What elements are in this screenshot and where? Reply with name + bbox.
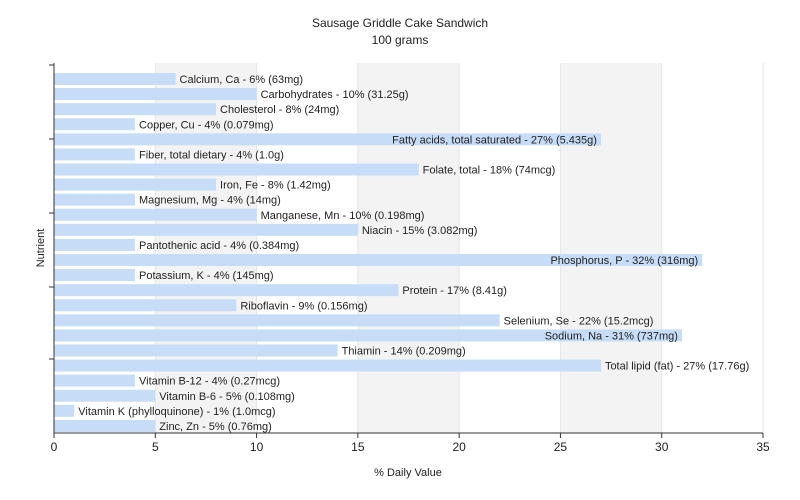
bar	[54, 389, 156, 402]
bar-label: Protein - 17% (8.41g)	[402, 285, 507, 297]
bar	[54, 299, 237, 312]
x-tick-label: 15	[351, 440, 365, 454]
bar-label: Fatty acids, total saturated - 27% (5.43…	[392, 134, 597, 146]
bar	[54, 148, 136, 161]
bar	[54, 269, 136, 282]
bar	[54, 254, 703, 266]
bar	[54, 314, 500, 327]
bar-label: Copper, Cu - 4% (0.079mg)	[139, 119, 274, 131]
bar-label: Total lipid (fat) - 27% (17.76g)	[605, 361, 749, 373]
bar-label: Zinc, Zn - 5% (0.76mg)	[159, 421, 271, 433]
bar-label: Vitamin K (phylloquinone) - 1% (1.0mcg)	[78, 406, 275, 418]
bar-label: Selenium, Se - 22% (15.2mcg)	[504, 315, 654, 327]
chart-subtitle: 100 grams	[372, 33, 429, 47]
bar	[54, 193, 136, 206]
bar	[54, 163, 419, 176]
bar-label: Carbohydrates - 10% (31.25g)	[261, 89, 409, 101]
bar	[54, 344, 338, 357]
bar	[54, 329, 682, 342]
bar	[54, 103, 217, 116]
bar	[54, 118, 136, 131]
bar-label: Vitamin B-6 - 5% (0.108mg)	[159, 391, 295, 403]
chart-title: Sausage Griddle Cake Sandwich	[312, 16, 488, 30]
x-tick-label: 20	[452, 440, 466, 454]
bar	[54, 419, 156, 432]
x-tick-label: 35	[756, 440, 770, 454]
plot-band	[357, 63, 460, 433]
bar-label: Magnesium, Mg - 4% (14mg)	[139, 195, 281, 207]
axes: 0 5 10 15 20 25 30 35	[49, 63, 770, 454]
bar-label: Pantothenic acid - 4% (0.384mg)	[139, 240, 299, 252]
bar	[54, 359, 601, 372]
x-tick-label: 0	[51, 440, 58, 454]
y-axis-label: Nutrient	[35, 229, 47, 268]
bar	[54, 223, 358, 236]
bar-label: Phosphorus, P - 32% (316mg)	[550, 255, 698, 267]
bar	[54, 404, 75, 417]
x-tick-label: 30	[655, 440, 669, 454]
bar	[54, 374, 136, 387]
bar-label: Riboflavin - 9% (0.156mg)	[240, 300, 367, 312]
x-tick-label: 25	[554, 440, 568, 454]
bar-label: Fiber, total dietary - 4% (1.0g)	[139, 149, 284, 161]
bar	[54, 178, 217, 191]
bar-label: Calcium, Ca - 6% (63mg)	[180, 74, 303, 86]
x-axis-label: % Daily Value	[374, 467, 442, 479]
bar-label: Iron, Fe - 8% (1.42mg)	[220, 180, 331, 192]
plot-band	[560, 63, 662, 433]
bars: Calcium, Ca - 6% (63mg) Carbohydrates - 1…	[54, 73, 749, 433]
bar-label: Potassium, K - 4% (145mg)	[139, 270, 274, 282]
bar	[54, 208, 257, 221]
bar-label: Vitamin B-12 - 4% (0.27mcg)	[139, 376, 280, 388]
bar	[54, 88, 257, 101]
bar	[54, 133, 601, 146]
x-tick-label: 5	[152, 440, 159, 454]
bar-label: Cholesterol - 8% (24mg)	[220, 104, 339, 116]
bar-label: Manganese, Mn - 10% (0.198mg)	[261, 210, 425, 222]
x-tick-label: 10	[250, 440, 264, 454]
bar	[54, 73, 176, 85]
bar-label: Thiamin - 14% (0.209mg)	[342, 346, 466, 358]
bar	[54, 238, 136, 251]
bar	[54, 284, 399, 297]
bar-label: Sodium, Na - 31% (737mg)	[545, 330, 678, 342]
bar-label: Folate, total - 18% (74mcg)	[423, 165, 556, 177]
plot-background	[155, 63, 662, 433]
bar-label: Niacin - 15% (3.082mg)	[362, 225, 478, 237]
